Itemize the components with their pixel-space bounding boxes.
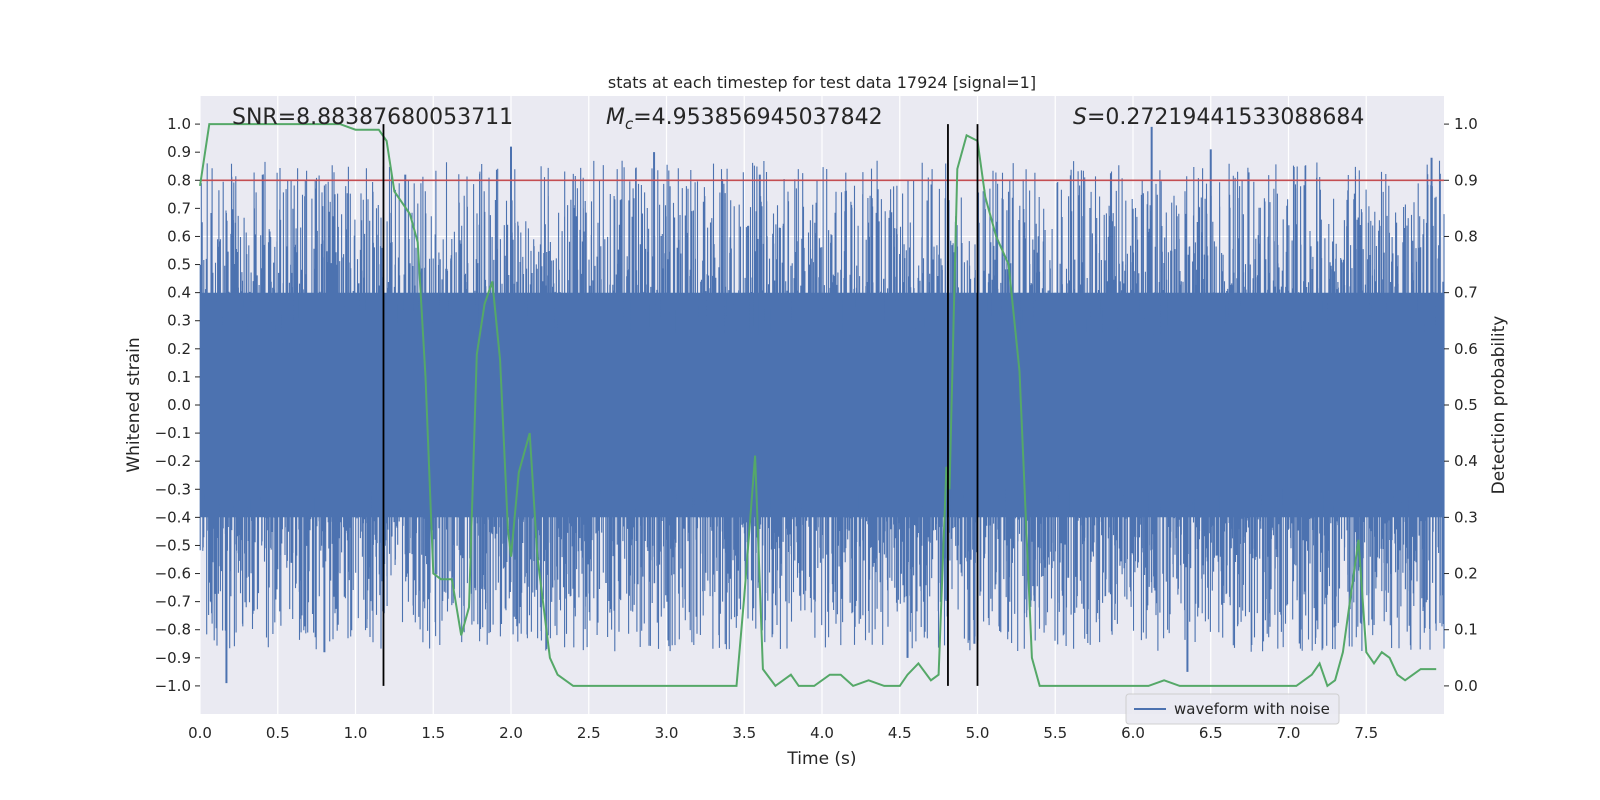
y-tick-right-label: 1.0	[1454, 115, 1478, 133]
waveform-series	[199, 126, 1445, 684]
s-value: =0.27219441533088684	[1087, 105, 1364, 130]
y-tick-left-label: 0.0	[167, 396, 191, 414]
y-tick-left-label: −1.0	[155, 677, 191, 695]
y-ticks-right: 1.0 0.9 0.8 0.7 0.6 0.5 0.4 0.3 0.2 0.1 0.0	[1444, 115, 1478, 695]
y-tick-right-label: 0.5	[1454, 396, 1478, 414]
mc-symbol: M	[606, 105, 625, 130]
mc-annotation: Mc=4.953856945037842	[606, 105, 883, 133]
x-tick-label: 7.5	[1354, 724, 1378, 742]
y-tick-right-label: 0.3	[1454, 508, 1478, 526]
legend: waveform with noise	[1125, 693, 1340, 725]
y-tick-right-label: 0.6	[1454, 340, 1478, 358]
y-tick-left-label: 0.2	[167, 340, 191, 358]
y-tick-right-label: 0.7	[1454, 284, 1478, 302]
y-tick-left-label: −0.8	[155, 621, 191, 639]
x-tick-label: 3.5	[732, 724, 756, 742]
y-tick-right-label: 0.1	[1454, 621, 1478, 639]
y-tick-left-label: −0.4	[155, 508, 191, 526]
vertical-markers	[382, 124, 979, 686]
y-tick-left-label: −0.2	[155, 452, 191, 470]
y-tick-right-label: 0.9	[1454, 171, 1478, 189]
chart-title: stats at each timestep for test data 179…	[608, 73, 1036, 92]
x-tick-label: 1.5	[421, 724, 445, 742]
x-tick-label: 6.5	[1199, 724, 1223, 742]
y-tick-left-label: −0.1	[155, 424, 191, 442]
x-tick-label: 6.0	[1121, 724, 1145, 742]
probability-series	[199, 123, 1437, 688]
y-tick-left-label: −0.9	[155, 649, 191, 667]
x-tick-label: 7.0	[1277, 724, 1301, 742]
snr-annotation: SNR=8.88387680053711	[232, 105, 513, 130]
x-tick-label: 0.5	[266, 724, 290, 742]
x-axis-label: Time (s)	[786, 749, 856, 769]
y-tick-left-label: −0.5	[155, 536, 191, 554]
y-ticks-left: 1.0 0.9 0.8 0.7 0.6 0.5 0.4 0.3 0.2 0.1 0.0 −0.1 −0.…	[155, 115, 200, 695]
legend-box	[1125, 693, 1340, 725]
y-tick-left-label: −0.6	[155, 565, 191, 583]
x-tick-label: 0.0	[188, 724, 212, 742]
y-axis-label-right: Detection probability	[1489, 316, 1509, 495]
y-tick-left-label: 0.9	[167, 143, 191, 161]
y-tick-left-label: 1.0	[167, 115, 191, 133]
mc-subscript: c	[625, 115, 634, 133]
y-tick-right-label: 0.4	[1454, 452, 1478, 470]
y-tick-left-label: 0.5	[167, 256, 191, 274]
probability-line	[199, 123, 1437, 688]
x-tick-label: 4.0	[810, 724, 834, 742]
mc-value: =4.953856945037842	[633, 105, 882, 130]
x-tick-label: 1.0	[344, 724, 368, 742]
legend-entry-waveform: waveform with noise	[1174, 700, 1330, 718]
y-tick-left-label: 0.4	[167, 284, 191, 302]
x-tick-label: 5.5	[1043, 724, 1067, 742]
y-tick-right-label: 0.2	[1454, 565, 1478, 583]
x-tick-label: 2.5	[577, 724, 601, 742]
y-tick-right-label: 0.0	[1454, 677, 1478, 695]
y-tick-left-label: −0.3	[155, 480, 191, 498]
s-symbol: S	[1073, 105, 1087, 130]
x-tick-label: 2.0	[499, 724, 523, 742]
y-axis-label-left: Whitened strain	[124, 337, 144, 472]
y-tick-left-label: 0.3	[167, 312, 191, 330]
x-tick-label: 3.0	[655, 724, 679, 742]
y-tick-left-label: 0.6	[167, 227, 191, 245]
s-annotation: S=0.27219441533088684	[1073, 105, 1364, 130]
y-tick-left-label: 0.8	[167, 171, 191, 189]
y-tick-right-label: 0.8	[1454, 227, 1478, 245]
y-tick-left-label: −0.7	[155, 593, 191, 611]
x-ticks: 0.0 0.5 1.0 1.5 2.0 2.5 3.0 3.5 4.0 4.5 5.0 5.5 6.0 6…	[188, 724, 1378, 742]
x-tick-label: 5.0	[966, 724, 990, 742]
x-tick-label: 4.5	[888, 724, 912, 742]
y-tick-left-label: 0.7	[167, 199, 191, 217]
y-tick-left-label: 0.1	[167, 368, 191, 386]
